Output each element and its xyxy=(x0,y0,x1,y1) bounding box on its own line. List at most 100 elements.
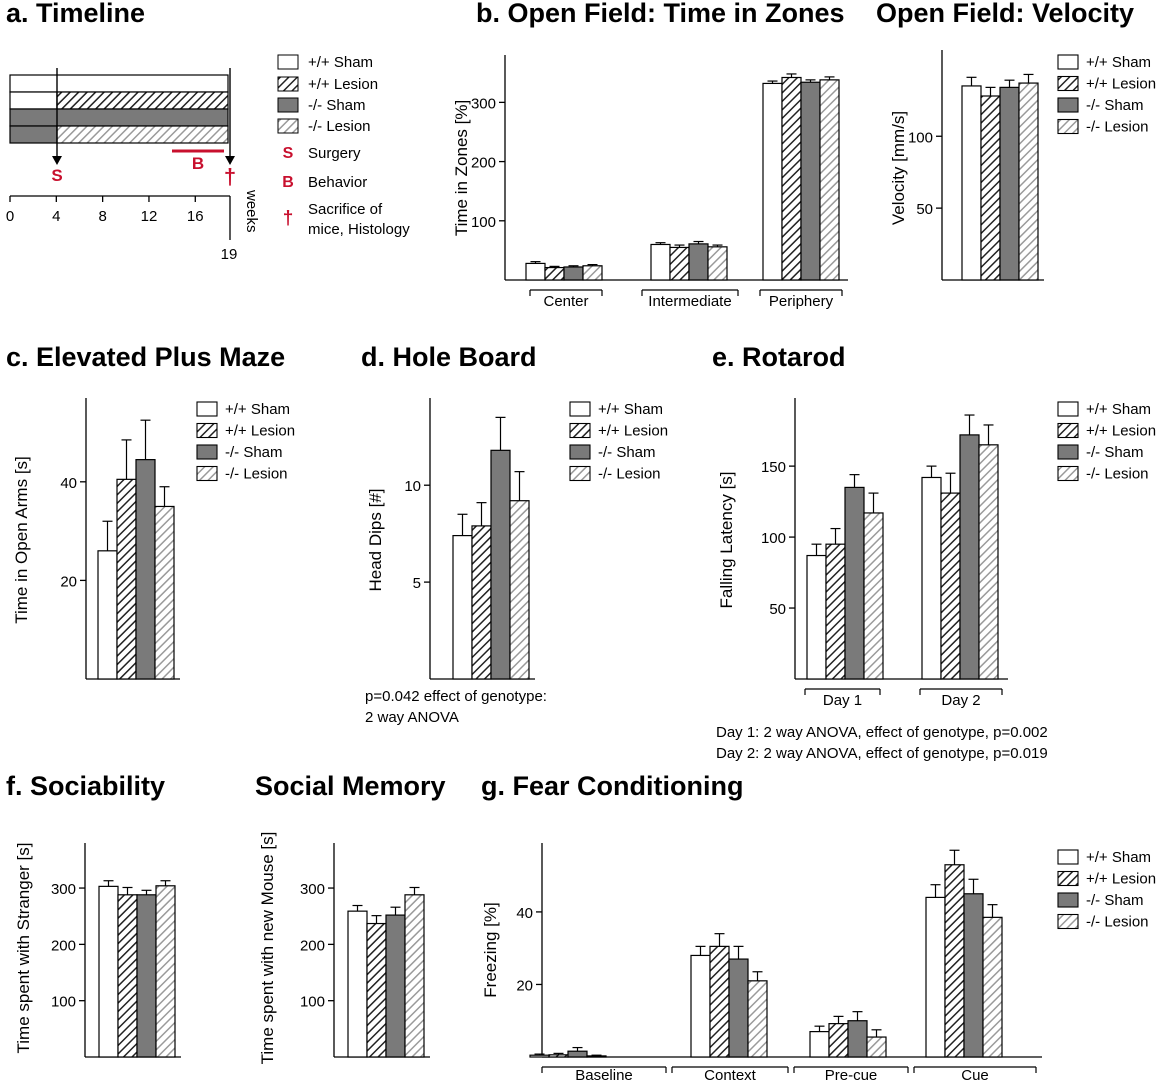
bar-ko-lesion xyxy=(863,512,884,680)
bar-wt-lesion xyxy=(944,864,965,1058)
legend-label-ko-sham: -/- Sham xyxy=(598,444,656,461)
legend-label-ko-lesion: -/- Lesion xyxy=(1086,466,1149,483)
y-axis-label: Time spent with new Mouse [s] xyxy=(258,832,277,1065)
legend-label-wt-sham: +/+ Sham xyxy=(598,401,663,418)
legend-swatch-ko-sham xyxy=(569,444,591,460)
legend-label-ko-lesion: -/- Lesion xyxy=(1086,119,1149,136)
category-label: Cue xyxy=(961,1067,989,1084)
bar-wt-lesion xyxy=(781,76,802,281)
category-label: Intermediate xyxy=(648,293,731,310)
y-axis-label: Time in Zones [%] xyxy=(452,100,471,236)
y-tick-label: 200 xyxy=(51,937,76,954)
y-tick-label: 20 xyxy=(516,977,533,994)
chart-title: c. Elevated Plus Maze xyxy=(6,342,285,372)
legend-label-wt-lesion: +/+ Lesion xyxy=(1086,871,1156,888)
legend-swatch-wt-sham xyxy=(1057,54,1079,70)
legend-swatch-ko-sham xyxy=(196,444,218,460)
chart-openfield_zones: b. Open Field: Time in Zones 100 200 300Tim… xyxy=(452,0,848,310)
legend-swatch-wt-lesion xyxy=(569,422,591,439)
timeline-panel: a. Timeline S B † 0 4 8 12 16 19 weeks +/+ S… xyxy=(6,0,410,263)
tl-legend-swatch-ko-sham xyxy=(277,97,299,113)
legend-label-wt-lesion: +/+ Lesion xyxy=(598,423,668,440)
legend-label-wt-lesion: +/+ Lesion xyxy=(225,423,295,440)
category-label: Day 1 xyxy=(823,692,862,709)
y-tick-label: 5 xyxy=(413,575,421,592)
bar-wt-sham xyxy=(347,910,368,1058)
y-tick-label: 40 xyxy=(60,475,77,492)
bar-wt-sham xyxy=(97,550,118,680)
bar-ko-sham xyxy=(563,266,584,281)
bar-wt-sham xyxy=(921,476,942,680)
y-axis-label: Head Dips [#] xyxy=(366,489,385,592)
category-label: Day 2 xyxy=(941,692,980,709)
category-label: Center xyxy=(543,293,588,310)
y-tick-label: 300 xyxy=(300,881,325,898)
legend-swatch-ko-lesion xyxy=(1057,118,1079,135)
timeline-row-ko-sham xyxy=(9,108,229,127)
tl-legend-surgery-mark: S xyxy=(283,145,294,162)
y-tick-label: 20 xyxy=(60,573,77,590)
bar-wt-sham xyxy=(650,243,671,281)
y-tick-label: 200 xyxy=(471,155,496,172)
bar-ko-sham xyxy=(688,243,709,281)
chart-rotarod: e. Rotarod 50 100 150 Falling Latency [s] Day… xyxy=(712,342,1156,709)
bar-ko-sham xyxy=(385,914,406,1058)
legend-swatch-ko-sham xyxy=(1057,892,1079,908)
bar-ko-sham xyxy=(136,894,157,1058)
tl-legend-wt-lesion: +/+ Lesion xyxy=(308,76,378,93)
bar-wt-sham xyxy=(452,534,473,680)
legend-label-ko-sham: -/- Sham xyxy=(1086,892,1144,909)
surgery-mark: S xyxy=(51,166,62,185)
bar-ko-lesion xyxy=(866,1036,887,1058)
bar-ko-lesion xyxy=(586,1055,607,1058)
timeline-ticks: 0 4 8 12 16 xyxy=(6,196,204,225)
surgery-arrow-head xyxy=(52,156,62,165)
tl-legend-behavior: Behavior xyxy=(308,174,367,191)
timeline-title: a. Timeline xyxy=(6,0,145,28)
chart-title: d. Hole Board xyxy=(361,342,537,372)
timeline-row-ko-lesion xyxy=(56,125,229,144)
timeline-row-wt-lesion-pre xyxy=(9,91,58,110)
bar-ko-lesion xyxy=(154,505,175,680)
bar-ko-sham xyxy=(567,1050,588,1058)
bar-wt-sham xyxy=(98,885,119,1058)
tl-legend-behavior-mark: B xyxy=(282,174,294,191)
legend-swatch-ko-lesion xyxy=(1057,913,1079,930)
tl-legend-swatch-wt-lesion xyxy=(277,76,299,92)
chart-title: f. Sociability xyxy=(6,771,165,801)
y-tick-label: 50 xyxy=(769,601,786,618)
bar-ko-lesion xyxy=(155,885,176,1058)
chart-social_memory: Social Memory 100 200 300 Time spent with ne… xyxy=(255,771,446,1064)
behavior-mark: B xyxy=(192,154,204,173)
tl-legend-swatch-wt-sham xyxy=(277,54,299,70)
timeline-tick-label: 0 xyxy=(6,208,14,225)
bar-wt-sham xyxy=(961,85,982,281)
bar-wt-lesion xyxy=(980,95,1001,281)
legend-swatch-wt-sham xyxy=(1057,401,1079,417)
y-tick-label: 300 xyxy=(471,95,496,112)
chart-title: Social Memory xyxy=(255,771,446,801)
bar-wt-lesion xyxy=(669,246,690,281)
bar-ko-sham xyxy=(844,486,865,680)
bar-wt-sham xyxy=(762,82,783,281)
y-axis-label: Velocity [mm/s] xyxy=(889,111,908,225)
chart-title: e. Rotarod xyxy=(712,342,846,372)
charts-layer: b. Open Field: Time in Zones100200300Tim… xyxy=(6,0,1156,1084)
bar-ko-sham xyxy=(800,81,821,281)
timeline-row-ko-lesion-pre xyxy=(9,125,58,144)
bar-wt-lesion xyxy=(544,266,565,281)
y-tick-label: 100 xyxy=(471,214,496,231)
y-tick-label: 100 xyxy=(908,129,933,146)
bar-ko-sham xyxy=(999,86,1020,281)
category-label: Periphery xyxy=(769,293,834,310)
y-tick-label: 300 xyxy=(51,881,76,898)
tl-legend-swatch-ko-lesion xyxy=(277,118,299,134)
legend-label-wt-sham: +/+ Sham xyxy=(1086,849,1151,866)
rotarod-note-2: Day 2: 2 way ANOVA, effect of genotype, … xyxy=(716,745,1048,762)
y-axis-label: Freezing [%] xyxy=(481,902,500,997)
chart-fear_conditioning: g. Fear Conditioning 20 40 Freezing [%] Base… xyxy=(481,771,1156,1084)
timeline-row-wt-lesion xyxy=(56,91,229,110)
legend-label-wt-lesion: +/+ Lesion xyxy=(1086,76,1156,93)
rotarod-note-1: Day 1: 2 way ANOVA, effect of genotype, … xyxy=(716,724,1048,741)
